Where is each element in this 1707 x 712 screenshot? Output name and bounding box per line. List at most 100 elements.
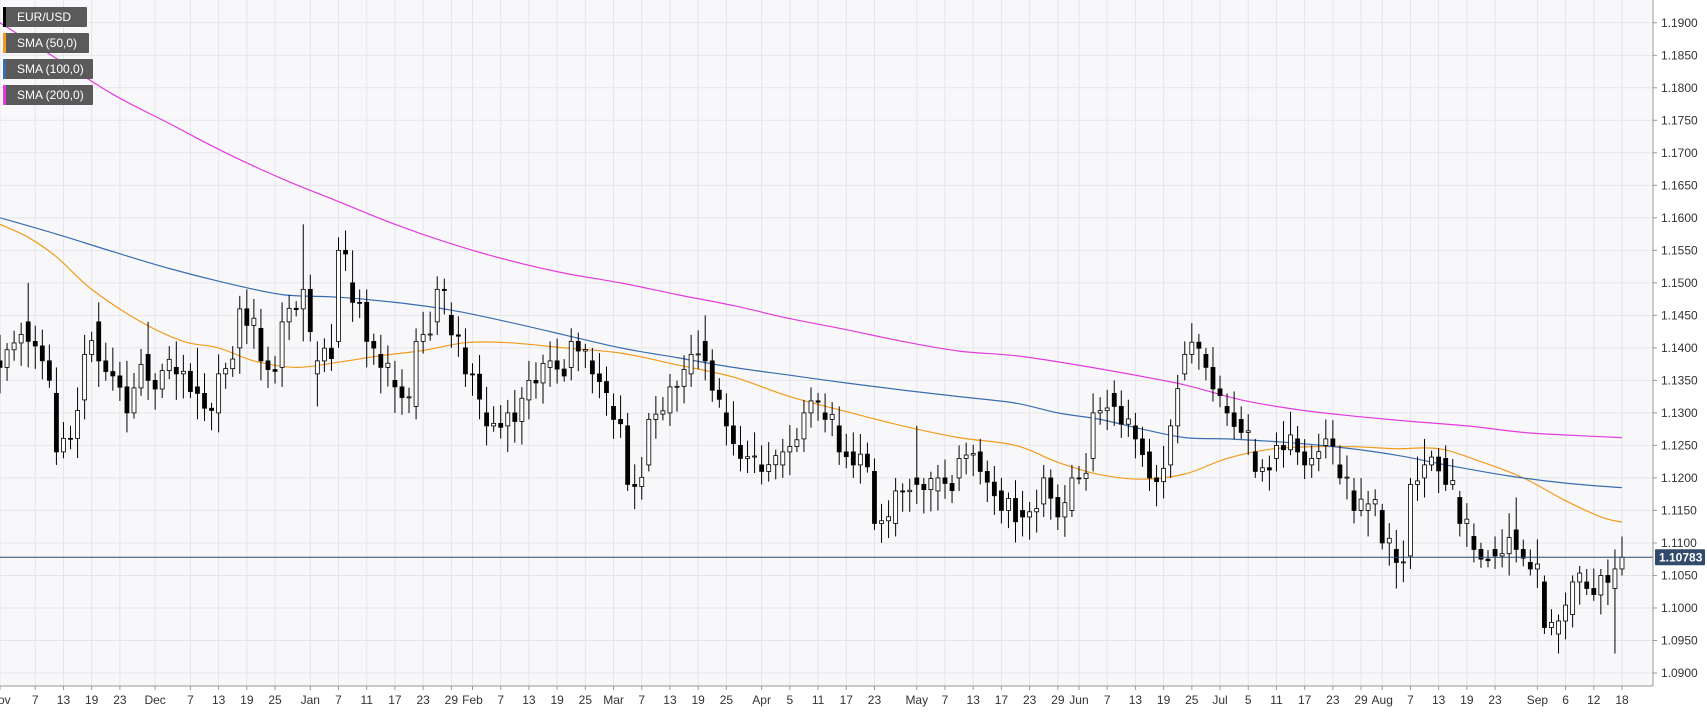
candle-body — [1168, 425, 1174, 466]
legend-box — [3, 85, 93, 105]
y-tick-label: 1.1200 — [1661, 471, 1698, 485]
candle-body — [681, 369, 687, 387]
candle-body — [258, 327, 264, 362]
candle — [1266, 455, 1272, 491]
candle — [378, 334, 384, 394]
candle — [117, 361, 123, 402]
x-tick-label: 7 — [187, 693, 194, 707]
candle-body — [1125, 418, 1131, 425]
candle — [1534, 539, 1540, 589]
candle-body — [1379, 510, 1385, 544]
candle-body — [286, 307, 292, 323]
candle-body — [484, 412, 490, 427]
x-tick-label: 7 — [32, 693, 39, 707]
candle-body — [1316, 451, 1322, 459]
candle — [822, 393, 828, 433]
candle — [1605, 559, 1611, 606]
candle — [526, 360, 532, 420]
candle — [32, 325, 38, 369]
candle — [1429, 450, 1434, 472]
candle-body — [822, 412, 828, 420]
candle — [956, 445, 962, 491]
candle — [159, 363, 165, 398]
candle-body — [498, 422, 504, 428]
y-tick-label: 1.1350 — [1661, 373, 1698, 387]
candle-body — [166, 358, 172, 371]
candle-body — [942, 477, 948, 484]
candle — [1577, 565, 1583, 605]
candle — [1478, 542, 1484, 568]
candle-body — [1097, 410, 1103, 414]
candle — [1083, 453, 1089, 491]
candle-body — [413, 340, 419, 407]
x-tick-label: 19 — [691, 693, 705, 707]
candle-body — [1175, 388, 1181, 427]
candle — [1337, 445, 1343, 485]
candle-body — [1027, 511, 1033, 518]
candle — [1217, 375, 1223, 408]
candle-body — [1323, 438, 1329, 446]
candle-body — [1520, 549, 1526, 559]
candle-body — [68, 437, 73, 440]
candle — [237, 295, 243, 374]
candle-body — [674, 385, 680, 388]
candle-body — [836, 425, 842, 453]
x-tick-label: 7 — [497, 693, 504, 707]
candle — [709, 349, 715, 402]
candle — [582, 343, 588, 369]
candle — [54, 367, 59, 465]
candle-body — [434, 288, 440, 323]
x-tick-label: 6 — [1562, 693, 1569, 707]
candle-body — [1591, 588, 1597, 596]
x-tick-label: 11 — [360, 693, 373, 707]
x-tick-label: 17 — [1298, 693, 1312, 707]
candle-body — [159, 370, 165, 390]
candle-body — [1104, 407, 1110, 412]
legend-label: EUR/USD — [17, 10, 71, 24]
candle — [1520, 539, 1526, 567]
candle — [766, 442, 772, 482]
y-tick-label: 1.1400 — [1661, 341, 1698, 355]
candle — [1027, 501, 1033, 540]
candle — [46, 344, 52, 388]
candle-body — [618, 419, 623, 425]
candle — [1436, 448, 1442, 494]
legend-label: SMA (200,0) — [17, 88, 84, 102]
x-tick-label: 17 — [388, 693, 402, 707]
candle — [794, 427, 800, 453]
candle — [1111, 380, 1117, 426]
candle-body — [441, 288, 447, 291]
candle-body — [879, 520, 884, 524]
candle-body — [124, 386, 130, 414]
y-tick-label: 1.1450 — [1661, 308, 1698, 322]
candle-body — [533, 379, 539, 384]
candle — [103, 342, 109, 381]
candle-body — [688, 353, 694, 375]
candle-body — [625, 425, 631, 485]
candle-body — [131, 387, 137, 414]
candle — [96, 302, 102, 387]
candle-body — [505, 412, 511, 427]
candle-body — [46, 360, 52, 381]
candle-body — [1069, 477, 1075, 511]
candle-body — [61, 437, 66, 453]
candle — [265, 346, 271, 388]
candle-body — [4, 349, 10, 368]
candle-body — [1400, 561, 1406, 564]
candle — [251, 298, 257, 349]
candle-body — [11, 342, 17, 351]
x-tick-label: 7 — [1104, 693, 1111, 707]
candle — [907, 478, 913, 512]
candle — [498, 405, 504, 439]
candle — [1415, 456, 1420, 501]
candle-body — [597, 373, 602, 382]
candle-body — [956, 458, 962, 479]
y-tick-label: 1.1800 — [1661, 81, 1698, 95]
y-axis: 1.1900 1.1850 1.1800 1.1750 1.1700 1.1650 1.16… — [1652, 0, 1698, 686]
candle — [512, 389, 518, 443]
candle-body — [1422, 464, 1427, 479]
candle — [314, 341, 320, 407]
candle — [1513, 497, 1519, 563]
candle — [110, 347, 116, 391]
grid-lines — [0, 0, 1653, 686]
